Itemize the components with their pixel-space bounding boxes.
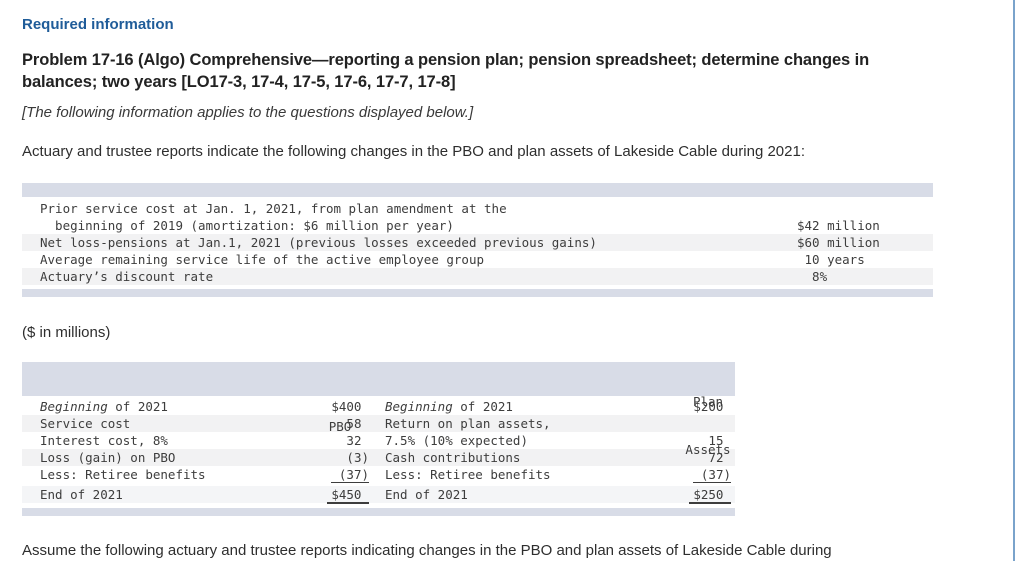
column-gap (373, 432, 385, 449)
actuary-info-table: Prior service cost at Jan. 1, 2021, from… (22, 183, 933, 297)
pension-table-row: Less: Retiree benefits (37) Less: Retiree … (22, 466, 735, 483)
plan-assets-row-value: (37) (640, 466, 735, 483)
pension-table-row: Service cost 58 Return on plan assets, (22, 415, 735, 432)
plan-assets-row-value (640, 415, 735, 432)
bottom-paragraph: Assume the following actuary and trustee… (22, 542, 832, 559)
plan-assets-line2: Assets (685, 442, 731, 457)
plan-assets-row-label: Less: Retiree benefits (385, 467, 551, 482)
plan-assets-row-value-subtotal-rule: (37) (692, 467, 731, 483)
required-information-label: Required information (22, 16, 174, 33)
plan-assets-line1: Plan (692, 394, 724, 409)
column-gap (373, 486, 385, 503)
column-gap (373, 449, 385, 466)
pbo-row-label: Interest cost, 8% (40, 433, 168, 448)
vertical-scrollbar[interactable] (1013, 0, 1015, 561)
table-footer-band (22, 289, 933, 297)
pension-table-header: PBO Plan Assets (22, 362, 735, 457)
pbo-row-value: (37) (307, 466, 373, 483)
pbo-row-value-total-rule: $450 (327, 487, 369, 504)
millions-label: ($ in millions) (22, 324, 111, 341)
pension-table-row: Interest cost, 8% 32 7.5% (10% expected) 1… (22, 432, 735, 449)
plan-assets-row-label: Cash contributions (385, 450, 521, 465)
plan-assets-row-label: End of 2021 (385, 487, 468, 502)
pbo-row-value-subtotal-rule: (37) (330, 467, 369, 483)
pbo-row-label-italic: Beginning (40, 399, 108, 414)
plan-assets-row-value: $200 (693, 399, 731, 414)
plan-assets-row-value: $250 (640, 486, 735, 504)
plan-assets-row-label: 7.5% (10% expected) (385, 433, 528, 448)
info-row-label: beginning of 2019 (amortization: $6 mill… (40, 218, 454, 233)
info-row-label: Average remaining service life of the ac… (40, 252, 485, 267)
pbo-row-label: End of 2021 (40, 487, 123, 502)
info-row-value (797, 200, 933, 217)
info-row-label: Prior service cost at Jan. 1, 2021, from… (40, 201, 507, 216)
info-row-value: $42 million (797, 218, 880, 233)
plan-assets-row-label: Beginning of 2021 (385, 399, 513, 414)
plan-assets-column-header: Plan Assets (640, 362, 735, 490)
pbo-row-label: Less: Retiree benefits (40, 467, 206, 482)
actuary-info-rows: Prior service cost at Jan. 1, 2021, from… (22, 200, 933, 285)
table-header-band (22, 183, 933, 197)
pbo-column-header: PBO (328, 418, 352, 434)
info-table-row: Actuary’s discount rate 8% (22, 268, 933, 285)
table-footer-band (22, 508, 735, 516)
info-table-row: Net loss-pensions at Jan.1, 2021 (previo… (22, 234, 933, 251)
info-row-value: $60 million (797, 235, 880, 250)
intro-paragraph: Actuary and trustee reports indicate the… (22, 143, 805, 160)
info-row-value: 8% (797, 269, 828, 284)
pension-table-row: Loss (gain) on PBO (3) Cash contributions 7… (22, 449, 735, 466)
pbo-row-label: Loss (gain) on PBO (40, 450, 176, 465)
pension-table-rows: Beginning of 2021 $400 Beginning of 2021 $… (22, 398, 735, 504)
pbo-row-value: 58 (346, 416, 369, 431)
pbo-row-value: 32 (346, 433, 369, 448)
pbo-row-value: $400 (331, 399, 369, 414)
applies-note: [The following information applies to th… (22, 104, 474, 121)
pbo-row-value: $450 (307, 486, 373, 504)
pension-spreadsheet-table: PBO Plan Assets Beginning of 2021 $400 Be… (22, 362, 735, 516)
info-table-row: Prior service cost at Jan. 1, 2021, from… (22, 200, 933, 217)
pbo-row-value: (3) (346, 450, 369, 465)
info-row-value: 10 years (797, 252, 865, 267)
info-table-row: beginning of 2019 (amortization: $6 mill… (22, 217, 933, 234)
column-gap (373, 415, 385, 432)
info-table-row: Average remaining service life of the ac… (22, 251, 933, 268)
plan-assets-row-value-total-rule: $250 (689, 487, 731, 504)
column-gap (373, 398, 385, 415)
column-gap (373, 466, 385, 483)
problem-title: Problem 17-16 (Algo) Comprehensive—repor… (22, 51, 870, 91)
plan-assets-row-value: 72 (708, 450, 731, 465)
info-row-label: Actuary’s discount rate (40, 269, 214, 284)
plan-assets-row-label: Return on plan assets, (385, 416, 551, 431)
pension-table-row: Beginning of 2021 $400 Beginning of 2021 $… (22, 398, 735, 415)
pbo-row-label: Service cost (40, 416, 131, 431)
plan-assets-row-label-italic: Beginning (385, 399, 453, 414)
plan-assets-row-value: 15 (708, 433, 731, 448)
pbo-row-label: Beginning of 2021 (40, 399, 168, 414)
pension-table-row: End of 2021 $450 End of 2021 $250 (22, 486, 735, 504)
info-row-label: Net loss-pensions at Jan.1, 2021 (previo… (40, 235, 597, 250)
